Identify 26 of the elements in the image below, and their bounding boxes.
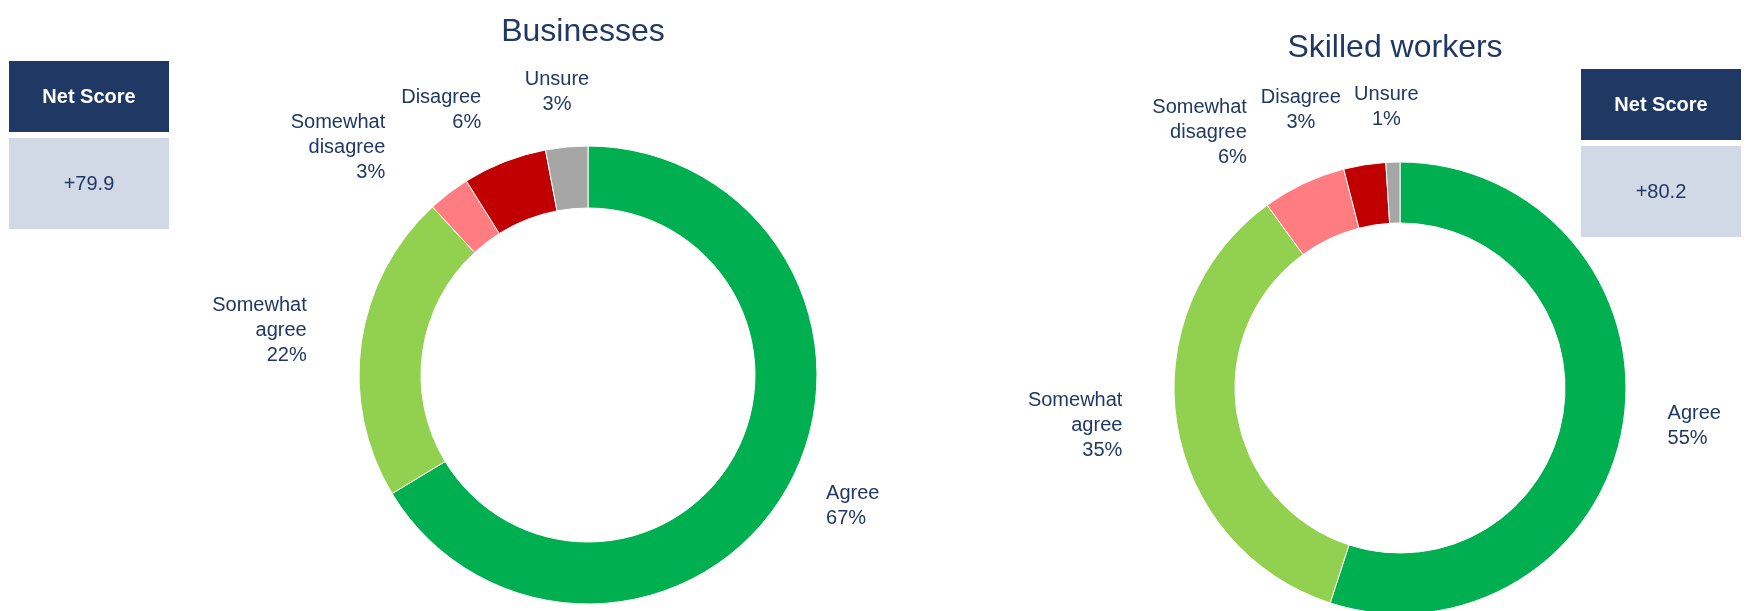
data-label: 22%: [266, 343, 307, 366]
data-label: 3%: [542, 92, 572, 114]
slice-label: Disagree: [1260, 85, 1341, 108]
slice-label: Somewhat agree: [1027, 388, 1123, 436]
data-label: 35%: [1082, 438, 1123, 461]
data-label: 55%: [1667, 425, 1708, 448]
chart-title: Businesses: [500, 12, 666, 49]
text: +80.2: [1581, 146, 1741, 237]
text: +79.9: [9, 138, 169, 229]
slice-label: Somewhat disagree: [290, 110, 386, 158]
slice-label: Somewhat agree: [212, 293, 308, 341]
text: Net Score: [9, 61, 169, 132]
slice-label: Unsure: [524, 67, 590, 89]
slice-label: Disagree: [401, 84, 482, 107]
data-label: 67%: [826, 506, 867, 529]
data-label: 6%: [1217, 145, 1248, 168]
data-label: 1%: [1371, 106, 1401, 129]
data-label: 3%: [356, 160, 386, 183]
slice-label: Somewhat disagree: [1152, 95, 1248, 143]
data-label: 3%: [1286, 110, 1316, 133]
slice-label: Agree: [826, 481, 880, 504]
text: Net Score: [1581, 69, 1741, 140]
data-label: 6%: [452, 109, 482, 132]
chart-title: Skilled workers: [1286, 28, 1504, 65]
slice-label: Agree: [1667, 400, 1721, 423]
slice-label: Unsure: [1354, 81, 1419, 104]
